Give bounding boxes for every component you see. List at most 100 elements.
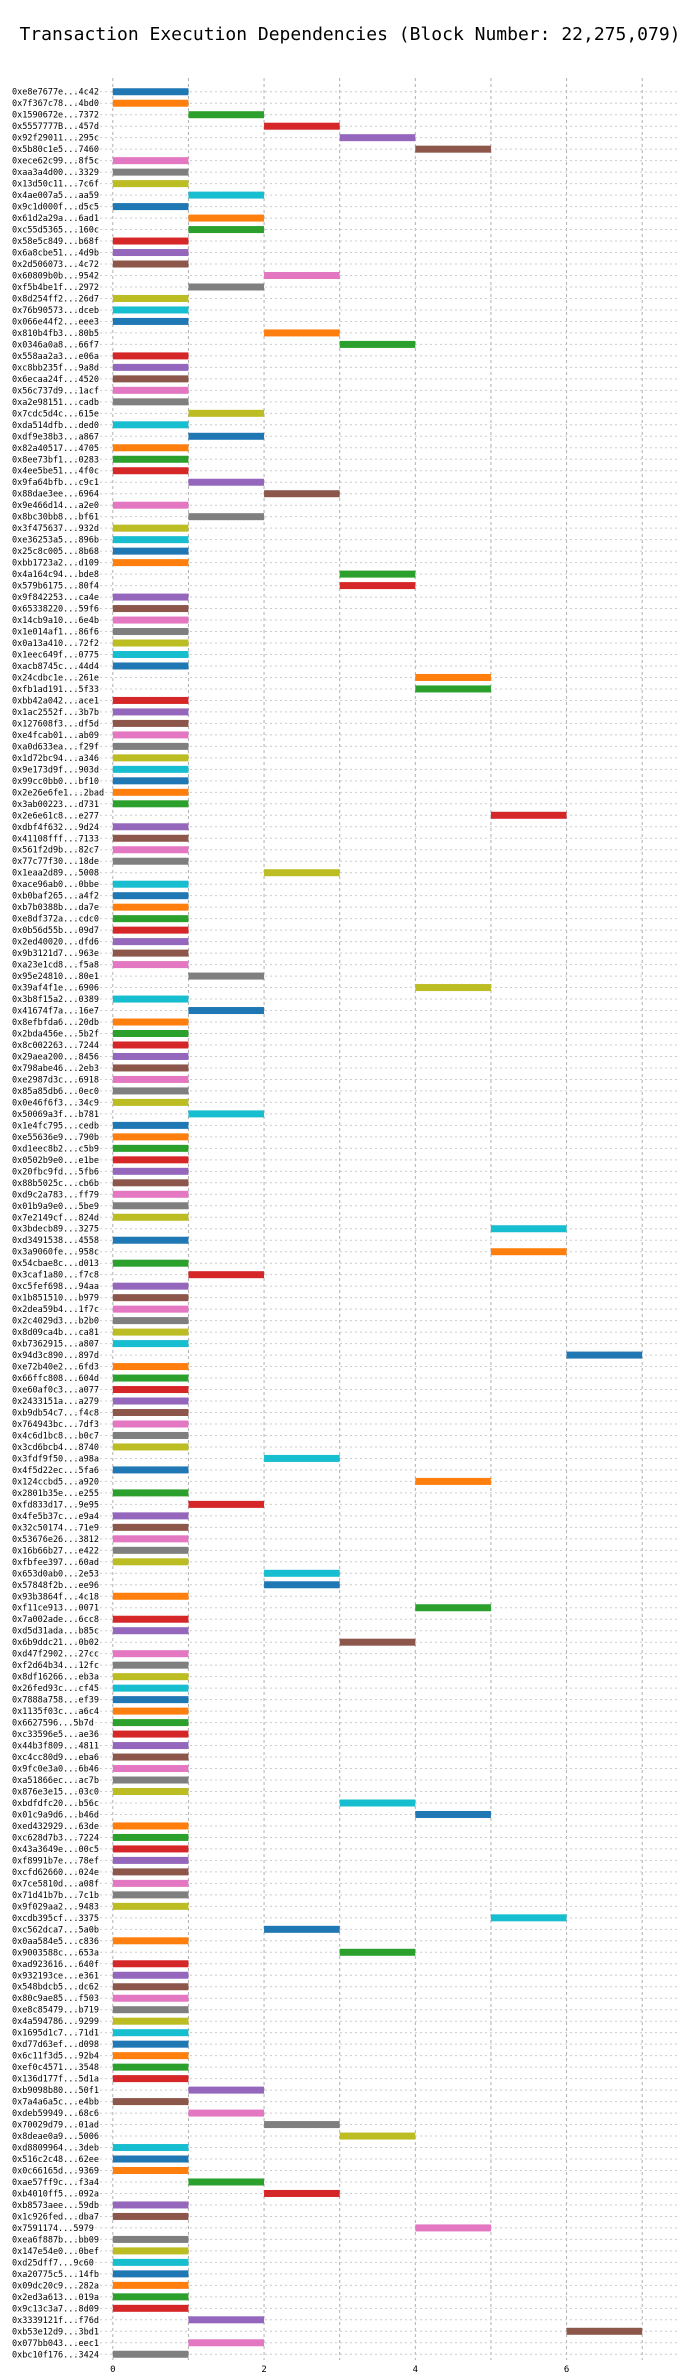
bar	[112, 352, 189, 360]
bar	[112, 363, 189, 371]
y-tick-label: 0x8ee73bf1...0283	[12, 455, 99, 465]
y-tick-label: 0xae57ff9c...f3a4	[12, 2178, 99, 2188]
y-tick-label: 0x77c77f30...18de	[12, 857, 99, 867]
y-tick-label: 0x9003588c...653a	[12, 1948, 99, 1958]
y-tick-label: 0x60809b0b...9542	[12, 272, 99, 282]
y-tick-label: 0x1b851510...b979	[12, 1294, 99, 1304]
bar	[112, 237, 189, 245]
y-tick-label: 0xc4cc80d9...eba6	[12, 1753, 99, 1763]
bar	[112, 2281, 189, 2289]
y-tick-label: 0xed432929...63de	[12, 1822, 99, 1832]
y-tick-label: 0xc562dca7...5a0b	[12, 1925, 99, 1935]
bar	[188, 226, 265, 234]
bar	[112, 1466, 189, 1474]
y-tick-label: 0xc55d5365...160c	[12, 226, 99, 236]
y-tick-label: 0x3b8f15a2...0389	[12, 995, 99, 1005]
y-tick-label: 0x3cd6bcb4...8740	[12, 1443, 99, 1453]
y-tick-label: 0x3f475637...932d	[12, 524, 99, 534]
y-tick-label: 0xbc10f176...3424	[12, 2350, 99, 2360]
y-tick-label: 0x558aa2a3...e06a	[12, 352, 99, 362]
bar	[112, 2155, 189, 2163]
y-tick-label: 0xe55636e9...790b	[12, 1133, 99, 1143]
y-tick-label: 0xa0d633ea...f29f	[12, 742, 99, 752]
y-tick-label: 0xdbf4f632...9d24	[12, 823, 99, 833]
y-tick-label: 0x9fa64bfb...c9c1	[12, 478, 99, 488]
y-tick-label: 0x8df16266...eb3a	[12, 1673, 99, 1683]
y-tick-label: 0x6c11f3d5...92b4	[12, 2052, 99, 2062]
bar	[112, 1753, 189, 1761]
bar	[490, 1225, 567, 1233]
y-tick-label: 0x99cc0bb0...bf10	[12, 777, 99, 787]
bar	[112, 1673, 189, 1681]
y-tick-label: 0x3339121f...f76d	[12, 2316, 99, 2326]
bar	[112, 639, 189, 647]
y-tick-label: 0x2e6e61c8...e277	[12, 811, 99, 821]
bar	[112, 1902, 189, 1910]
bar	[112, 88, 189, 96]
y-tick-label: 0x1d72bc94...a346	[12, 754, 99, 764]
y-tick-label: 0x8bc30bb8...bf61	[12, 513, 99, 523]
bar	[339, 340, 416, 348]
bar	[112, 708, 189, 716]
bar	[112, 1661, 189, 1669]
y-tick-label: 0x88dae3ee...6964	[12, 490, 99, 500]
y-tick-label: 0x76b90573...dceb	[12, 306, 99, 316]
bar	[490, 811, 567, 819]
bar	[415, 1604, 491, 1612]
bar	[112, 1087, 189, 1095]
y-tick-label: 0xef0c4571...3548	[12, 2063, 99, 2073]
bar	[112, 1282, 189, 1290]
bar	[490, 1914, 567, 1922]
bar	[112, 628, 189, 636]
bar	[112, 1133, 189, 1141]
y-tick-label: 0x85a85db6...0ec0	[12, 1087, 99, 1097]
y-tick-label: 0x0346a0a8...66f7	[12, 340, 99, 350]
bar	[112, 2212, 189, 2220]
y-tick-label: 0x1135f03c...a6c4	[12, 1707, 99, 1717]
y-tick-label: 0xe72b40e2...6fd3	[12, 1363, 99, 1373]
y-tick-label: 0x9b3121d7...963e	[12, 949, 99, 959]
y-tick-label: 0xa23e1cd8...f5a8	[12, 961, 99, 971]
bar	[188, 478, 265, 486]
y-tick-label: 0xb9098b80...50f1	[12, 2086, 99, 2096]
y-tick-label: 0x92f29011...295c	[12, 134, 99, 144]
bar	[112, 1546, 189, 1554]
bar	[112, 1788, 189, 1795]
x-tick-label: 2	[261, 2365, 266, 2375]
bar	[339, 582, 416, 590]
bar	[112, 1363, 189, 1371]
bar	[112, 938, 189, 946]
bar	[188, 513, 265, 521]
y-tick-label: 0x0b56d55b...09d7	[12, 926, 99, 936]
bar	[112, 731, 189, 739]
bar	[264, 1569, 340, 1577]
bar	[112, 524, 189, 532]
y-tick-label: 0x09dc20c9...282a	[12, 2281, 99, 2291]
bar	[112, 1167, 189, 1175]
bar	[112, 1650, 189, 1658]
bar	[112, 2235, 189, 2243]
bar	[112, 1937, 189, 1945]
y-tick-label: 0xc33596e5...ae36	[12, 1730, 99, 1740]
bar	[112, 2167, 189, 2174]
x-tick-label: 4	[413, 2365, 418, 2375]
y-tick-label: 0x54cbae8c...d013	[12, 1259, 99, 1269]
y-tick-label: 0x548bdcb5...dc62	[12, 1983, 99, 1993]
y-tick-label: 0x95e24810...80e1	[12, 972, 99, 982]
y-tick-label: 0x25c8c005...8b68	[12, 547, 99, 557]
bar	[112, 260, 189, 268]
y-tick-label: 0x53676e26...3812	[12, 1535, 99, 1545]
bar	[112, 777, 189, 785]
bar	[264, 490, 340, 498]
y-tick-label: 0xd5d31ada...b85c	[12, 1627, 99, 1637]
y-tick-label: 0xb7362915...a807	[12, 1340, 99, 1350]
y-tick-label: 0x8deae0a9...5006	[12, 2132, 99, 2142]
y-tick-label: 0x4ae007a5...aa59	[12, 191, 99, 201]
bar	[188, 2109, 265, 2117]
y-tick-label: 0xc5fef698...94aa	[12, 1282, 99, 1292]
y-tick-label: 0xda514dfb...ded0	[12, 421, 99, 431]
bar	[112, 2006, 189, 2014]
y-tick-label: 0x4ee5be51...4f0c	[12, 467, 99, 477]
bar	[112, 386, 189, 394]
y-tick-label: 0x43a3649e...00c5	[12, 1845, 99, 1855]
